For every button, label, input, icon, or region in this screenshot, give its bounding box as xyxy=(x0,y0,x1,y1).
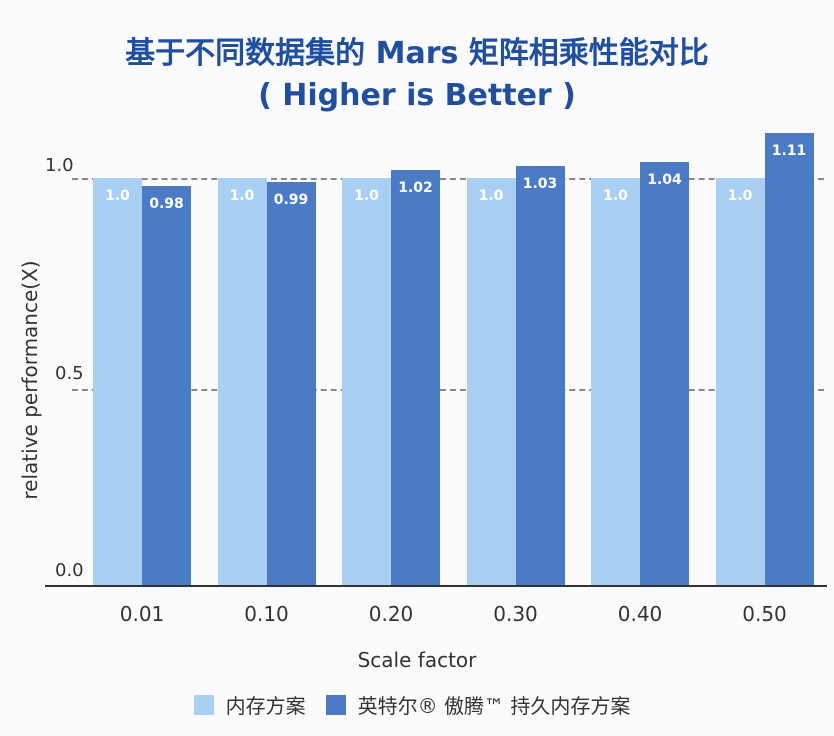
bar: 0.98 xyxy=(142,186,191,585)
gridline-1.0 xyxy=(72,178,824,180)
x-tick: 0.10 xyxy=(244,602,289,626)
legend-swatch xyxy=(193,694,214,715)
bar-value-label: 0.99 xyxy=(273,192,309,209)
bar-value-label: 1.0 xyxy=(105,188,130,204)
y-axis-label: relative performance(X) xyxy=(18,260,42,500)
x-axis-label: Scale factor xyxy=(357,648,477,672)
bar: 0.99 xyxy=(266,182,316,585)
chart-title: 基于不同数据集的 Mars 矩阵相乘性能对比 xyxy=(125,36,709,71)
bar: 1.0 xyxy=(93,178,142,585)
bar-value-label: 0.98 xyxy=(149,196,184,213)
y-tick: 1.0 xyxy=(45,155,74,176)
y-tick: 0.0 xyxy=(55,560,84,581)
legend: 内存方案 英特尔® 傲腾™ 持久内存方案 xyxy=(0,690,834,719)
y-tick: 0.5 xyxy=(55,363,84,384)
bar: 1.0 xyxy=(342,178,391,585)
legend-label: 内存方案 xyxy=(225,694,306,718)
chart-subtitle: ( Higher is Better ) xyxy=(258,78,576,113)
bar-value-label: 1.04 xyxy=(647,171,682,188)
bar-value-label: 1.11 xyxy=(771,143,807,160)
bar: 1.11 xyxy=(764,133,814,585)
bar: 1.0 xyxy=(715,178,765,585)
bar: 1.02 xyxy=(391,169,440,585)
x-tick: 0.30 xyxy=(493,602,538,626)
x-tick: 0.01 xyxy=(119,602,165,626)
legend-item-memory: 内存方案 xyxy=(193,690,306,719)
legend-swatch xyxy=(325,694,346,715)
x-tick: 0.50 xyxy=(742,602,787,626)
gridline-0.5 xyxy=(72,389,824,391)
bar-value-label: 1.0 xyxy=(354,188,379,204)
bar: 1.0 xyxy=(591,178,640,585)
legend-label: 英特尔® 傲腾™ 持久内存方案 xyxy=(357,694,631,718)
bar: 1.04 xyxy=(640,161,689,585)
bar-value-label: 1.03 xyxy=(522,175,558,192)
bar-value-label: 1.02 xyxy=(398,179,433,196)
x-tick: 0.20 xyxy=(368,602,414,626)
bar: 1.03 xyxy=(515,165,565,585)
bar: 1.0 xyxy=(466,178,516,585)
bar: 1.0 xyxy=(217,178,267,585)
bar-value-label: 1.0 xyxy=(478,188,504,204)
bar-value-label: 1.0 xyxy=(229,188,255,204)
x-axis xyxy=(45,585,827,587)
bar-value-label: 1.0 xyxy=(603,188,628,204)
x-tick: 0.40 xyxy=(617,602,663,626)
bar-value-label: 1.0 xyxy=(727,188,753,204)
legend-item-optane: 英特尔® 傲腾™ 持久内存方案 xyxy=(325,690,631,719)
